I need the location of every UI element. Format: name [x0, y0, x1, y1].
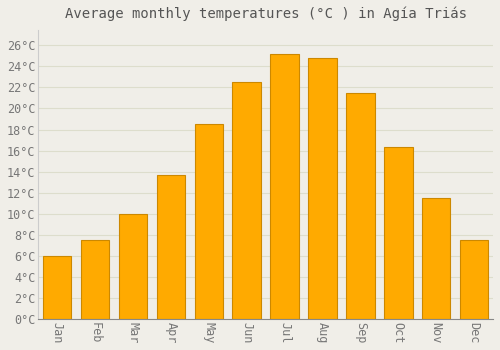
Bar: [308, 58, 336, 319]
Bar: [81, 240, 110, 319]
Title: Average monthly temperatures (°C ) in Agía Triás: Average monthly temperatures (°C ) in Ag…: [64, 7, 466, 21]
Bar: [270, 54, 299, 319]
Bar: [156, 175, 185, 319]
Bar: [422, 198, 450, 319]
Bar: [346, 93, 374, 319]
Bar: [232, 82, 261, 319]
Bar: [119, 214, 147, 319]
Bar: [43, 256, 72, 319]
Bar: [460, 240, 488, 319]
Bar: [194, 124, 223, 319]
Bar: [384, 147, 412, 319]
